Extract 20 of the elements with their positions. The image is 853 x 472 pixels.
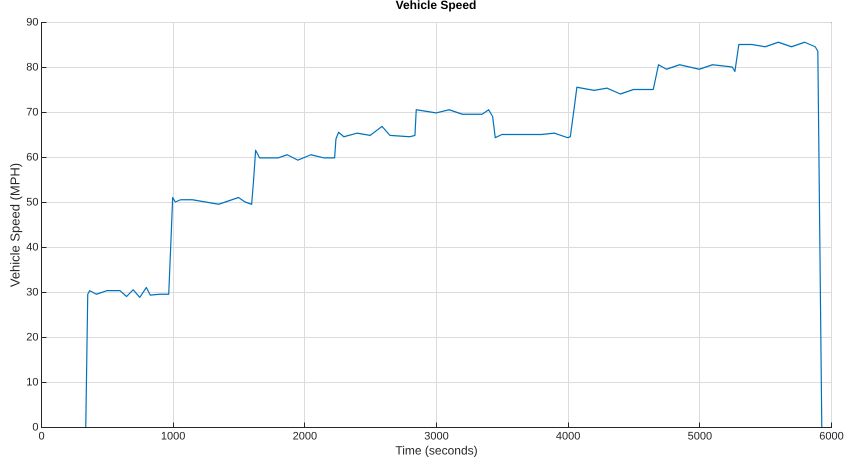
y-tick-label: 40 (26, 242, 38, 254)
y-tick-label: 90 (26, 16, 38, 28)
y-tick-label: 60 (26, 152, 38, 164)
y-tick-label: 70 (26, 106, 38, 118)
y-tick-label: 20 (26, 332, 38, 344)
x-tick-label: 4000 (556, 430, 580, 442)
chart-title: Vehicle Speed (396, 0, 476, 12)
y-tick-label: 0 (32, 422, 38, 434)
line-series (85, 42, 822, 427)
x-tick-label: 6000 (819, 430, 844, 442)
x-axis-title: Time (seconds) (395, 444, 478, 458)
x-tick-label: 3000 (424, 430, 449, 442)
y-tick-label: 30 (26, 286, 38, 298)
y-tick-label: 80 (26, 62, 38, 74)
y-tick-label: 10 (26, 376, 38, 388)
x-tick-label: 5000 (688, 430, 712, 442)
x-tick-label: 1000 (160, 430, 186, 442)
x-tick-label: 2000 (292, 430, 318, 442)
y-tick-label: 50 (26, 196, 38, 208)
y-axis-title: Vehicle Speed (MPH) (7, 162, 22, 288)
